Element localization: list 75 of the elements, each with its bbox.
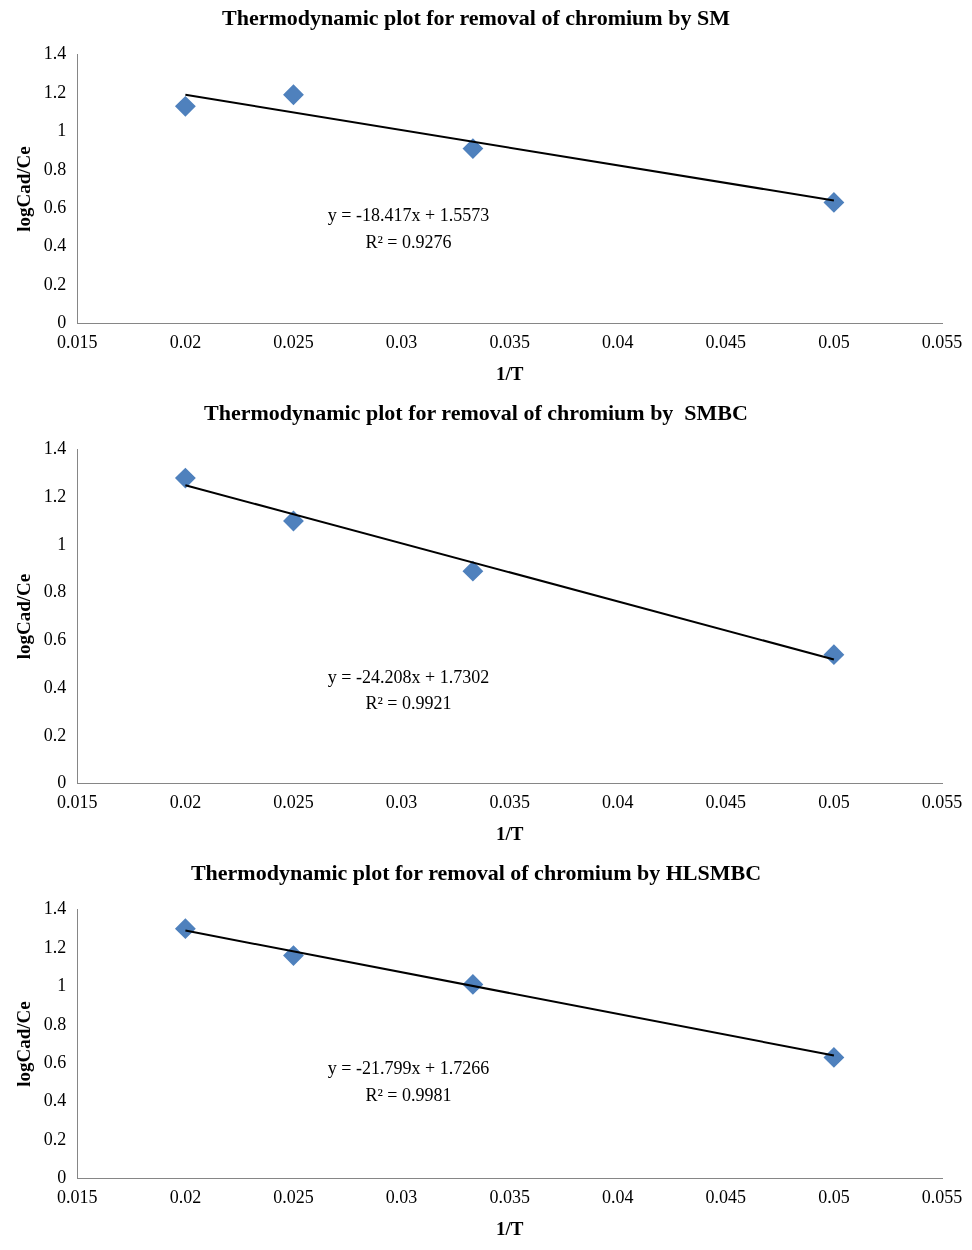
y-tick-label: 0.6 xyxy=(43,629,67,650)
point xyxy=(175,918,196,939)
x-tick-label: 0.02 xyxy=(169,792,202,813)
x-tick-label: 0.04 xyxy=(601,792,634,813)
x-tick-label: 0.04 xyxy=(601,1187,634,1208)
x-tick-label: 0.035 xyxy=(489,332,530,353)
y-tick-label: 0.4 xyxy=(43,676,67,697)
y-tick-label: 1.2 xyxy=(43,936,67,957)
chart-title: Thermodynamic plot for removal of chromium by HLSMBC xyxy=(190,859,762,885)
y-tick-label: 1.4 xyxy=(43,43,67,64)
point xyxy=(823,644,844,665)
x-tick-label: 0.02 xyxy=(169,1187,202,1208)
x-tick-label: 0.055 xyxy=(921,332,963,353)
y-tick-label: 0.2 xyxy=(43,1128,67,1149)
annotation: y = -21.799x + 1.7266 xyxy=(327,1057,490,1078)
y-tick-label: 1 xyxy=(57,975,67,996)
x-tick-label: 0.05 xyxy=(818,1187,850,1208)
y-tick-label: 1.2 xyxy=(43,81,67,102)
x-tick-label: 0.03 xyxy=(385,792,418,813)
x-tick-label: 0.015 xyxy=(57,332,98,353)
point xyxy=(175,468,196,489)
x-tick-label: 0.055 xyxy=(921,1187,963,1208)
y-tick-label: 0.8 xyxy=(43,581,67,602)
x-tick-label: 0.02 xyxy=(169,332,202,353)
y-tick-label: 1.4 xyxy=(43,438,67,459)
y-tick-label: 0.6 xyxy=(43,1051,67,1072)
y-tick-label: 0.4 xyxy=(43,235,67,256)
y-axis-title: logCad/Ce xyxy=(13,573,35,660)
y-tick-label: 1 xyxy=(57,533,67,554)
y-tick-label: 0.8 xyxy=(43,1013,67,1034)
x-tick-label: 0.025 xyxy=(273,1187,314,1208)
annotation: R² = 0.9276 xyxy=(365,231,452,252)
x-tick-label: 0.025 xyxy=(273,792,314,813)
chart-title: Thermodynamic plot for removal of chromium by SMBC xyxy=(204,399,748,425)
y-axis-title: logCad/Ce xyxy=(13,1001,35,1087)
x-tick-label: 0.05 xyxy=(818,792,850,813)
x-tick-label: 0.04 xyxy=(601,332,634,353)
x-axis-title: 1/T xyxy=(495,362,524,384)
y-tick-label: 1.2 xyxy=(43,485,67,506)
annotation: R² = 0.9981 xyxy=(365,1084,452,1105)
annotation: R² = 0.9921 xyxy=(365,693,452,714)
chart-title: Thermodynamic plot for removal of chromium by SM xyxy=(222,4,731,30)
x-axis-title: 1/T xyxy=(495,1217,524,1239)
y-tick-label: 1 xyxy=(57,120,67,141)
x-tick-label: 0.045 xyxy=(705,792,747,813)
y-tick-label: 0.4 xyxy=(43,1090,67,1111)
x-tick-label: 0.03 xyxy=(385,332,418,353)
point xyxy=(462,138,483,159)
x-tick-label: 0.03 xyxy=(385,1187,418,1208)
x-tick-label: 0.015 xyxy=(57,1187,98,1208)
x-tick-label: 0.035 xyxy=(489,1187,530,1208)
y-tick-label: 0.2 xyxy=(43,724,67,745)
x-tick-label: 0.055 xyxy=(921,792,963,813)
x-tick-label: 0.015 xyxy=(57,792,98,813)
y-tick-label: 0 xyxy=(57,312,67,333)
x-tick-label: 0.025 xyxy=(273,332,314,353)
point xyxy=(462,561,483,582)
x-tick-label: 0.035 xyxy=(489,792,530,813)
x-tick-label: 0.045 xyxy=(705,332,747,353)
x-tick-label: 0.045 xyxy=(705,1187,747,1208)
y-tick-label: 1.4 xyxy=(43,898,67,919)
annotation: y = -18.417x + 1.5573 xyxy=(327,204,490,225)
x-tick-label: 0.05 xyxy=(818,332,850,353)
y-tick-label: 0.6 xyxy=(43,196,67,217)
x-axis-title: 1/T xyxy=(495,822,524,844)
point xyxy=(823,192,844,213)
y-tick-label: 0 xyxy=(57,772,67,793)
y-tick-label: 0.8 xyxy=(43,158,67,179)
point xyxy=(823,1047,844,1068)
point xyxy=(283,84,304,105)
y-tick-label: 0 xyxy=(57,1167,67,1188)
y-tick-label: 0.2 xyxy=(43,273,67,294)
point xyxy=(175,96,196,117)
y-axis-title: logCad/Ce xyxy=(13,146,35,232)
annotation: y = -24.208x + 1.7302 xyxy=(327,667,490,688)
